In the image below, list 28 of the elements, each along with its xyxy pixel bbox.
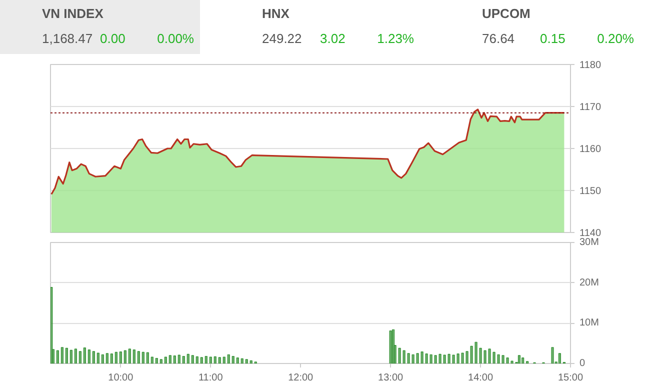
text: 0.20% [597,31,634,46]
y-tick-label: 1150 [580,186,602,197]
x-tick-label: 10:00 [108,372,134,384]
y-tick-label: 20M [580,277,599,288]
y-tick-label: 30M [580,237,599,248]
text: 1.23% [377,31,414,46]
y-tick-label: 1160 [580,144,602,155]
x-tick-label: 12:00 [288,372,314,384]
y-tick-label: 1140 [580,228,602,239]
text: HNX [262,6,290,21]
text: UPCOM [482,6,530,21]
line-series [50,108,565,196]
text: 76.64 [482,31,515,46]
x-tick-label: 11:00 [198,372,224,384]
text: 0.00% [157,31,194,46]
y-tick-label: 1180 [580,60,602,71]
y-tick-label: 1170 [580,102,602,113]
text: VN INDEX [42,6,104,21]
text: 249.22 [262,31,302,46]
x-tick-label: 14:00 [468,372,494,384]
text: 0.00 [100,31,126,46]
y-tick-label: 0 [580,358,586,369]
text: 3.02 [320,31,346,46]
text: 0.15 [540,31,566,46]
text: 1,168.47 [42,31,93,46]
y-tick-label: 10M [580,318,599,329]
x-tick-label: 15:00 [558,372,584,384]
x-tick-label: 13:00 [378,372,404,384]
